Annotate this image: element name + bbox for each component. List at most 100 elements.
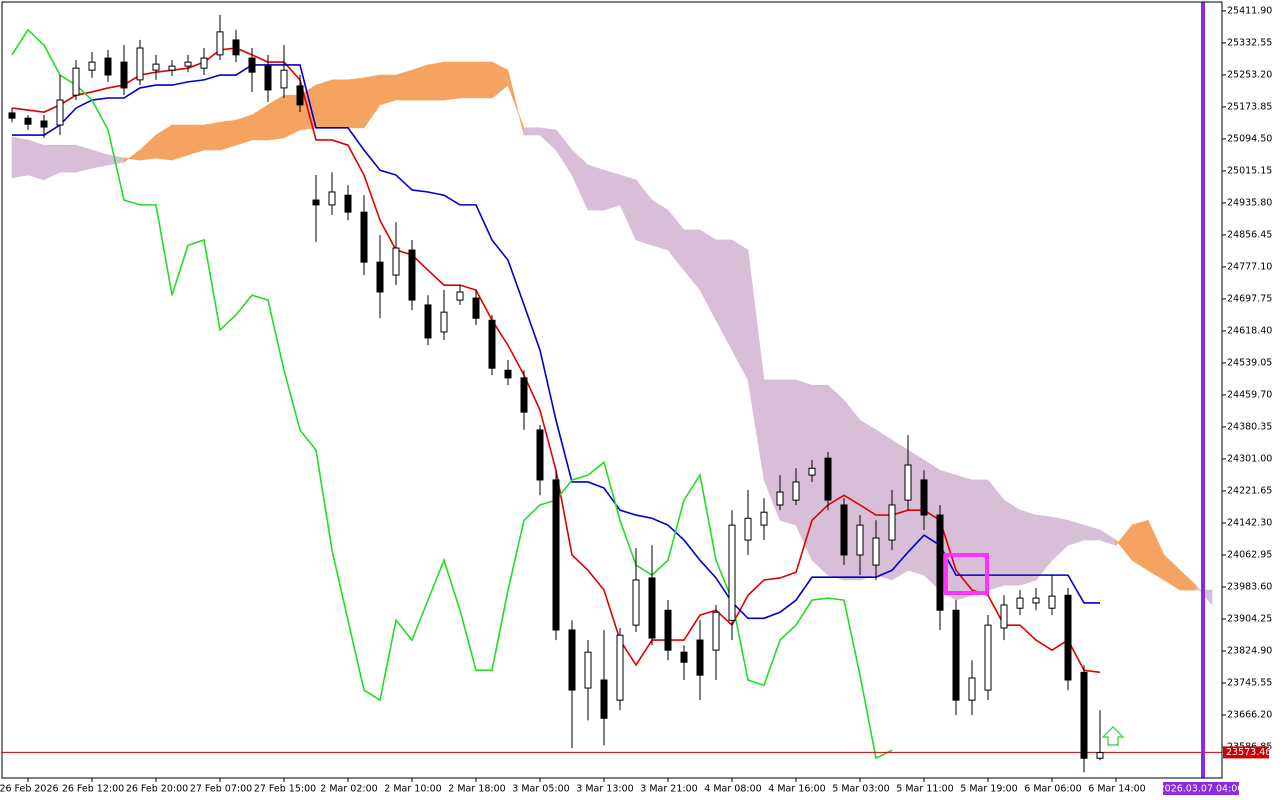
cloud-segment [1019,509,1037,586]
cloud-segment [443,61,461,101]
candle-body [792,481,800,501]
x-tick-label: 3 Mar 05:00 [512,784,569,795]
candle-body [664,609,672,651]
candle-body [968,677,976,701]
candle-body [1032,597,1040,604]
y-tick-label: 25411.90 [1227,5,1272,16]
x-tick-label: 3 Mar 13:00 [576,784,633,795]
cloud-segment [395,69,413,101]
y-tick-label: 23745.55 [1227,677,1272,688]
cloud-segment [75,144,93,173]
candle-body [872,537,880,566]
price-label-box [1223,746,1269,759]
y-tick-label: 24697.75 [1227,293,1272,304]
time-label: 2026.03.07 04:00 [1159,784,1244,795]
cloud-segment [379,74,397,106]
cloud-segment [459,61,477,99]
y-tick-label: 24142.30 [1227,517,1272,528]
cloud-segment [187,124,205,156]
cloud-segment [235,114,253,146]
candle-body [296,85,304,106]
cloud-segment [203,121,221,151]
candle-body [952,609,960,701]
candle-body [520,377,528,413]
cloud-segment [27,139,45,181]
cloud-segment [219,119,237,151]
buy-arrow [1101,726,1125,746]
x-tick-label: 4 Mar 08:00 [704,784,761,795]
candle-body [680,651,688,663]
cloud-segment [11,136,29,179]
candle-body [120,61,128,89]
candle-body [152,63,160,71]
candle-body [312,199,320,206]
y-tick-label: 25253.20 [1227,69,1272,80]
candle-body [392,247,400,276]
candle-body [200,57,208,69]
candle-body [552,479,560,631]
candle-body [232,39,240,56]
candle-body [616,634,624,701]
x-tick-label: 5 Mar 11:00 [896,784,953,795]
y-tick-label: 24062.95 [1227,549,1272,560]
candle-body [8,112,16,119]
y-tick-label: 23983.60 [1227,581,1272,592]
candle-body [280,69,288,89]
candle-body [1016,597,1024,609]
y-tick-label: 24221.65 [1227,485,1272,496]
candle-body [856,524,864,556]
candle-body [360,211,368,263]
x-tick-label: 26 Feb 20:00 [126,784,188,795]
y-tick-label: 24856.45 [1227,229,1272,240]
candle-body [1000,604,1008,629]
cloud-segment [411,64,429,101]
candle-body [184,61,192,67]
y-tick-label: 23666.20 [1227,710,1272,721]
y-tick-label: 23824.90 [1227,645,1272,656]
x-tick-label: 26 Feb 12:00 [62,784,124,795]
y-tick-label: 25015.15 [1227,165,1272,176]
x-tick-label: 6 Mar 14:00 [1088,784,1145,795]
candle-body [1064,594,1072,681]
candle-body [744,517,752,541]
cloud-segment [523,127,541,136]
candle-body [760,511,768,526]
candle-body [440,311,448,333]
cloud-segment [59,144,77,173]
cloud-segment [427,61,445,101]
candle-body [824,457,832,501]
candle-body [328,191,336,206]
y-tick-label: 24301.00 [1227,453,1272,464]
candle-body [216,31,224,56]
candle-body [456,291,464,301]
candle-body [424,304,432,339]
y-tick-label: 24935.80 [1227,197,1272,208]
x-tick-label: 3 Mar 21:00 [640,784,697,795]
candle-body [24,117,32,125]
cloud-segment [347,77,365,129]
candle-body [776,491,784,506]
plot-frame [1,1,1223,779]
x-tick-label: 6 Mar 06:00 [1024,784,1081,795]
candle-body [264,65,272,91]
candle-body [808,467,816,476]
candle-body [728,524,736,621]
candle-body [1048,595,1056,609]
candle-body [584,651,592,689]
y-tick-label: 24380.35 [1227,421,1272,432]
candle-body [168,65,176,71]
candle-body [504,369,512,379]
y-tick-label: 24618.40 [1227,325,1272,336]
candle-body [984,624,992,691]
candle-body [56,99,64,126]
x-tick-label: 2 Mar 02:00 [320,784,377,795]
x-tick-label: 26 Feb 2026 [0,784,59,795]
cloud-segment [1003,499,1021,586]
candle-body [488,319,496,369]
x-tick-label: 2 Mar 18:00 [448,784,505,795]
candle-body [840,504,848,556]
candle-body [344,194,352,213]
